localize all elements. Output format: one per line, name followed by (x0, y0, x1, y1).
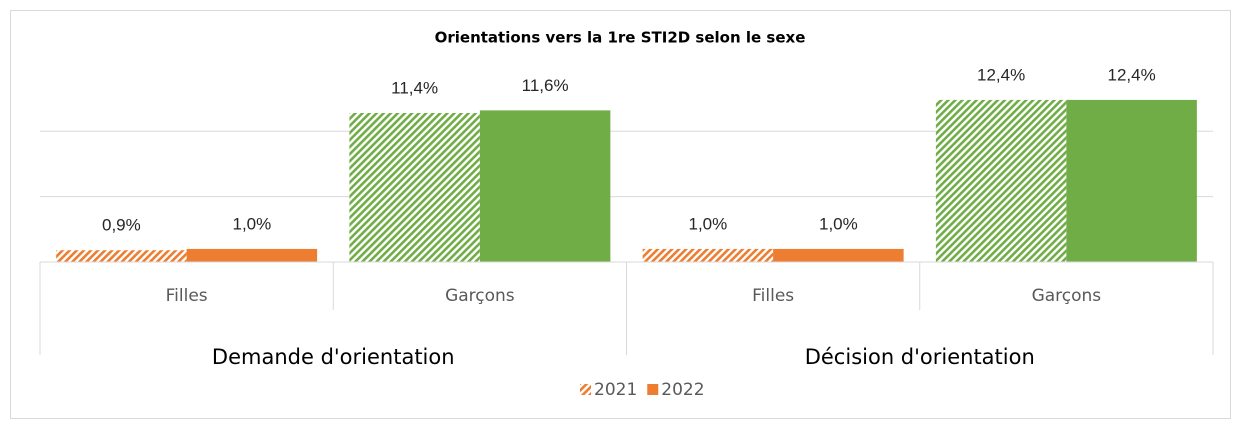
value-label: 11,6% (522, 76, 569, 95)
bar (642, 248, 774, 262)
chart-title: Orientations vers la 1re STI2D selon le … (435, 29, 806, 47)
value-label: 0,9% (102, 216, 141, 235)
bar (935, 99, 1067, 263)
bar (349, 112, 480, 262)
bar (773, 248, 904, 262)
value-label: 1,0% (819, 214, 858, 233)
bar (479, 110, 611, 262)
x-tick-label: Garçons (445, 286, 515, 306)
bar (186, 248, 318, 262)
legend-swatch (580, 384, 591, 395)
value-label: 1,0% (689, 214, 728, 233)
value-label: 11,4% (391, 78, 438, 97)
bar (56, 250, 187, 262)
legend-label: 2022 (661, 380, 704, 400)
value-label: 1,0% (232, 214, 271, 233)
legend-label: 2021 (594, 380, 637, 400)
x-tick-label: Filles (752, 286, 794, 306)
legend-swatch (647, 384, 659, 395)
group-label: Décision d'orientation (805, 345, 1035, 369)
value-label: 12,4% (977, 65, 1025, 84)
bar (1066, 99, 1197, 263)
value-label: 12,4% (1108, 65, 1156, 84)
group-label: Demande d'orientation (212, 345, 455, 369)
x-tick-label: Filles (166, 286, 208, 306)
x-tick-label: Garçons (1032, 286, 1102, 306)
